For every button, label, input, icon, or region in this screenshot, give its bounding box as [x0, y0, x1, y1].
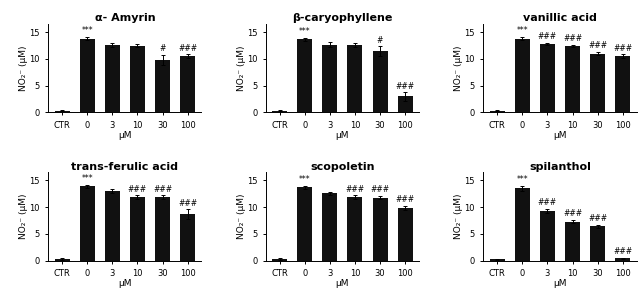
Text: ###: ###: [345, 185, 365, 194]
Bar: [322, 193, 338, 261]
Bar: [130, 46, 145, 112]
Y-axis label: NO₂⁻ (μM): NO₂⁻ (μM): [237, 45, 246, 91]
Bar: [297, 39, 312, 112]
Text: ***: ***: [82, 26, 93, 35]
Bar: [55, 111, 69, 112]
Y-axis label: NO₂⁻ (μM): NO₂⁻ (μM): [19, 194, 28, 239]
Text: ***: ***: [516, 175, 528, 184]
Bar: [590, 226, 605, 261]
Y-axis label: NO₂⁻ (μM): NO₂⁻ (μM): [454, 194, 463, 239]
Y-axis label: NO₂⁻ (μM): NO₂⁻ (μM): [19, 45, 28, 91]
Text: ###: ###: [395, 82, 415, 91]
Bar: [80, 186, 95, 261]
Bar: [322, 45, 338, 112]
Bar: [180, 214, 195, 261]
Bar: [565, 221, 580, 261]
Text: ###: ###: [178, 44, 197, 52]
Bar: [272, 259, 287, 261]
Bar: [615, 258, 630, 261]
Title: α- Amyrin: α- Amyrin: [95, 13, 155, 23]
Bar: [80, 39, 95, 112]
Bar: [372, 198, 388, 261]
Text: ###: ###: [370, 185, 390, 194]
Text: ###: ###: [538, 32, 557, 41]
Bar: [372, 51, 388, 112]
Text: ###: ###: [588, 214, 607, 223]
Bar: [515, 188, 530, 261]
Bar: [130, 197, 145, 261]
Bar: [105, 45, 120, 112]
Text: ###: ###: [563, 34, 582, 43]
Title: vanillic acid: vanillic acid: [523, 13, 597, 23]
Y-axis label: NO₂⁻ (μM): NO₂⁻ (μM): [454, 45, 463, 91]
Bar: [540, 211, 555, 261]
Text: ***: ***: [82, 174, 93, 183]
Title: spilanthol: spilanthol: [529, 161, 591, 171]
Bar: [55, 259, 69, 261]
Text: #: #: [377, 35, 383, 45]
Bar: [615, 56, 630, 112]
Bar: [565, 46, 580, 112]
Bar: [540, 44, 555, 112]
Bar: [489, 259, 505, 261]
Text: ###: ###: [153, 185, 172, 194]
Bar: [397, 96, 413, 112]
X-axis label: μM: μM: [553, 279, 566, 288]
Bar: [297, 187, 312, 261]
Bar: [155, 197, 170, 261]
Bar: [155, 60, 170, 112]
Bar: [105, 191, 120, 261]
X-axis label: μM: μM: [336, 131, 349, 140]
Bar: [180, 56, 195, 112]
Text: ###: ###: [128, 185, 147, 194]
Bar: [347, 45, 363, 112]
Title: β-caryophyllene: β-caryophyllene: [292, 13, 393, 23]
Bar: [590, 54, 605, 112]
Text: ###: ###: [563, 209, 582, 218]
Text: ###: ###: [588, 42, 607, 50]
Text: ###: ###: [395, 195, 415, 205]
X-axis label: μM: μM: [553, 131, 566, 140]
Text: ***: ***: [299, 175, 311, 184]
X-axis label: μM: μM: [336, 279, 349, 288]
Y-axis label: NO₂⁻ (μM): NO₂⁻ (μM): [237, 194, 246, 239]
Title: trans-ferulic acid: trans-ferulic acid: [71, 161, 178, 171]
Text: ***: ***: [516, 26, 528, 35]
Text: ###: ###: [538, 198, 557, 207]
Text: ###: ###: [613, 247, 632, 256]
Text: ***: ***: [299, 27, 311, 36]
Text: #: #: [159, 44, 166, 53]
Text: ###: ###: [613, 44, 632, 52]
Bar: [272, 111, 287, 112]
Bar: [489, 111, 505, 112]
X-axis label: μM: μM: [118, 131, 132, 140]
Bar: [347, 197, 363, 261]
Bar: [515, 39, 530, 112]
Title: scopoletin: scopoletin: [310, 161, 375, 171]
X-axis label: μM: μM: [118, 279, 132, 288]
Text: ###: ###: [178, 199, 197, 208]
Bar: [397, 208, 413, 261]
